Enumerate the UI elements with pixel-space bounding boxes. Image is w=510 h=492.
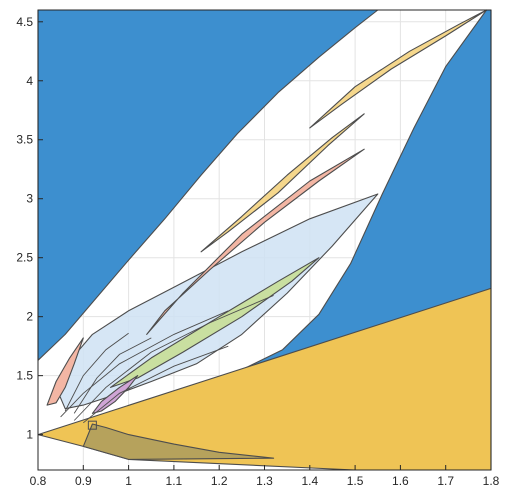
region-green (109, 257, 320, 388)
y-tick-label: 2 (26, 310, 33, 324)
y-tick-label: 4 (26, 74, 33, 88)
region-blue (37, 9, 379, 361)
edge-lines (60, 294, 274, 424)
y-tick-label: 4.5 (16, 15, 33, 29)
edge-line (73, 294, 274, 421)
x-tick-label: 0.9 (75, 474, 92, 488)
x-tick-label: 1.3 (256, 474, 273, 488)
x-ticks: 0.8 0.9 1 1.1 1.2 1.3 1.4 1.5 1.6 1.7 1.8 (30, 465, 500, 488)
region-purple (91, 375, 139, 414)
x-tick-label: 1.8 (483, 474, 500, 488)
region-olive (82, 423, 275, 460)
edge-line (83, 345, 229, 424)
x-tick-label: 1.7 (437, 474, 454, 488)
marker-square (87, 420, 97, 430)
markers (87, 420, 97, 430)
regions (37, 9, 492, 471)
region-salmon (146, 148, 365, 335)
x-tick-label: 0.8 (30, 474, 47, 488)
edge-line (64, 332, 129, 412)
y-tick-label: 1 (26, 428, 33, 442)
x-tick-label: 1.2 (211, 474, 228, 488)
x-tick-label: 1.1 (166, 474, 183, 488)
region-gold (200, 113, 365, 253)
edge-line (73, 337, 152, 414)
edge-line (60, 310, 229, 418)
x-tick-label: 1.6 (392, 474, 409, 488)
y-tick-label: 1.5 (16, 369, 33, 383)
x-tick-label: 1.4 (301, 474, 318, 488)
region-salmon (46, 337, 84, 406)
y-tick-label: 2.5 (16, 251, 33, 265)
y-tick-label: 3.5 (16, 133, 33, 147)
y-ticks: 1 1.5 2 2.5 3 3.5 4 4.5 (16, 15, 43, 442)
y-tick-label: 3 (26, 192, 33, 206)
x-tick-label: 1 (125, 474, 132, 488)
x-tick-label: 1.5 (347, 474, 364, 488)
